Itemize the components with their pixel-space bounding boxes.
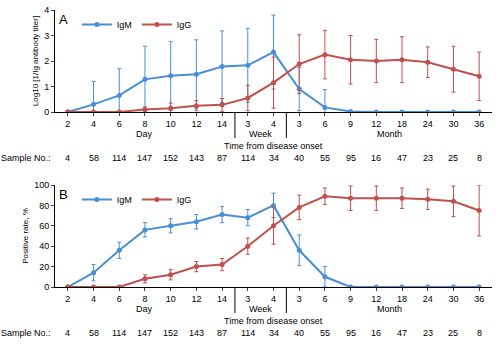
- svg-text:24: 24: [423, 119, 433, 129]
- svg-text:Day: Day: [136, 304, 153, 314]
- svg-text:10: 10: [166, 294, 176, 304]
- svg-text:36: 36: [474, 294, 484, 304]
- svg-text:58: 58: [89, 153, 99, 163]
- svg-text:0: 0: [44, 282, 49, 292]
- svg-text:12: 12: [191, 294, 201, 304]
- svg-text:34: 34: [269, 153, 279, 163]
- svg-text:30: 30: [448, 294, 458, 304]
- svg-text:14: 14: [217, 119, 227, 129]
- svg-text:18: 18: [397, 294, 407, 304]
- svg-text:87: 87: [217, 153, 227, 163]
- svg-text:6: 6: [117, 119, 122, 129]
- svg-text:55: 55: [320, 153, 330, 163]
- svg-text:40: 40: [294, 153, 304, 163]
- svg-text:25: 25: [448, 153, 458, 163]
- svg-text:6: 6: [322, 119, 327, 129]
- svg-text:40: 40: [39, 241, 49, 251]
- svg-text:20: 20: [39, 262, 49, 272]
- svg-text:143: 143: [189, 328, 204, 338]
- svg-text:30: 30: [448, 119, 458, 129]
- svg-text:47: 47: [397, 153, 407, 163]
- svg-text:1: 1: [44, 82, 49, 92]
- svg-text:3: 3: [245, 294, 250, 304]
- svg-text:Sample No.:: Sample No.:: [1, 153, 51, 163]
- svg-text:147: 147: [137, 328, 152, 338]
- svg-text:2: 2: [65, 294, 70, 304]
- svg-text:25: 25: [448, 328, 458, 338]
- svg-text:40: 40: [294, 328, 304, 338]
- svg-text:16: 16: [371, 328, 381, 338]
- svg-text:Time from disease onset: Time from disease onset: [224, 316, 323, 326]
- svg-text:8: 8: [477, 153, 482, 163]
- svg-text:58: 58: [89, 328, 99, 338]
- svg-text:114: 114: [241, 153, 255, 163]
- svg-text:23: 23: [423, 153, 433, 163]
- svg-text:36: 36: [474, 119, 484, 129]
- svg-text:Positive rate, %: Positive rate, %: [21, 208, 30, 264]
- svg-text:4: 4: [44, 5, 49, 15]
- svg-text:147: 147: [137, 153, 152, 163]
- svg-text:A: A: [59, 12, 68, 27]
- svg-text:0: 0: [44, 107, 49, 117]
- svg-text:87: 87: [217, 328, 227, 338]
- svg-text:IgM: IgM: [117, 195, 132, 205]
- svg-text:4: 4: [65, 153, 70, 163]
- svg-text:114: 114: [241, 328, 255, 338]
- svg-text:114: 114: [112, 153, 126, 163]
- svg-text:6: 6: [117, 294, 122, 304]
- svg-text:4: 4: [271, 119, 276, 129]
- svg-text:4: 4: [271, 294, 276, 304]
- svg-text:114: 114: [112, 328, 126, 338]
- svg-text:60: 60: [39, 221, 49, 231]
- svg-text:IgM: IgM: [117, 20, 132, 30]
- svg-text:3: 3: [297, 119, 302, 129]
- svg-text:14: 14: [217, 294, 227, 304]
- svg-text:9: 9: [348, 119, 353, 129]
- svg-text:55: 55: [320, 328, 330, 338]
- svg-text:95: 95: [346, 328, 356, 338]
- svg-text:Week: Week: [249, 304, 272, 314]
- svg-text:IgG: IgG: [177, 20, 192, 30]
- svg-text:Week: Week: [249, 129, 272, 139]
- svg-text:Day: Day: [136, 129, 153, 139]
- svg-text:12: 12: [371, 294, 381, 304]
- svg-text:47: 47: [397, 328, 407, 338]
- svg-text:4: 4: [91, 119, 96, 129]
- svg-text:152: 152: [163, 328, 178, 338]
- svg-text:8: 8: [142, 119, 147, 129]
- svg-text:IgG: IgG: [177, 195, 192, 205]
- svg-text:2: 2: [44, 56, 49, 66]
- svg-text:Time from disease onset: Time from disease onset: [224, 141, 323, 151]
- svg-text:34: 34: [269, 328, 279, 338]
- svg-text:2: 2: [65, 119, 70, 129]
- svg-text:4: 4: [65, 328, 70, 338]
- svg-text:143: 143: [189, 153, 204, 163]
- svg-text:16: 16: [371, 153, 381, 163]
- svg-text:Month: Month: [377, 129, 402, 139]
- svg-text:6: 6: [322, 294, 327, 304]
- svg-text:Month: Month: [377, 304, 402, 314]
- svg-text:12: 12: [191, 119, 201, 129]
- svg-text:23: 23: [423, 328, 433, 338]
- svg-text:24: 24: [423, 294, 433, 304]
- svg-text:152: 152: [163, 153, 178, 163]
- svg-text:9: 9: [348, 294, 353, 304]
- svg-text:Sample No.:: Sample No.:: [1, 328, 51, 338]
- svg-text:12: 12: [371, 119, 381, 129]
- svg-text:100: 100: [34, 180, 49, 190]
- svg-text:18: 18: [397, 119, 407, 129]
- svg-text:Log10 [1/Ig antibody titer]: Log10 [1/Ig antibody titer]: [31, 16, 40, 106]
- svg-text:80: 80: [39, 201, 49, 211]
- svg-text:3: 3: [245, 119, 250, 129]
- svg-text:3: 3: [44, 31, 49, 41]
- svg-text:B: B: [59, 187, 68, 202]
- svg-text:4: 4: [91, 294, 96, 304]
- svg-text:8: 8: [477, 328, 482, 338]
- svg-text:8: 8: [142, 294, 147, 304]
- svg-text:95: 95: [346, 153, 356, 163]
- svg-text:10: 10: [166, 119, 176, 129]
- svg-text:3: 3: [297, 294, 302, 304]
